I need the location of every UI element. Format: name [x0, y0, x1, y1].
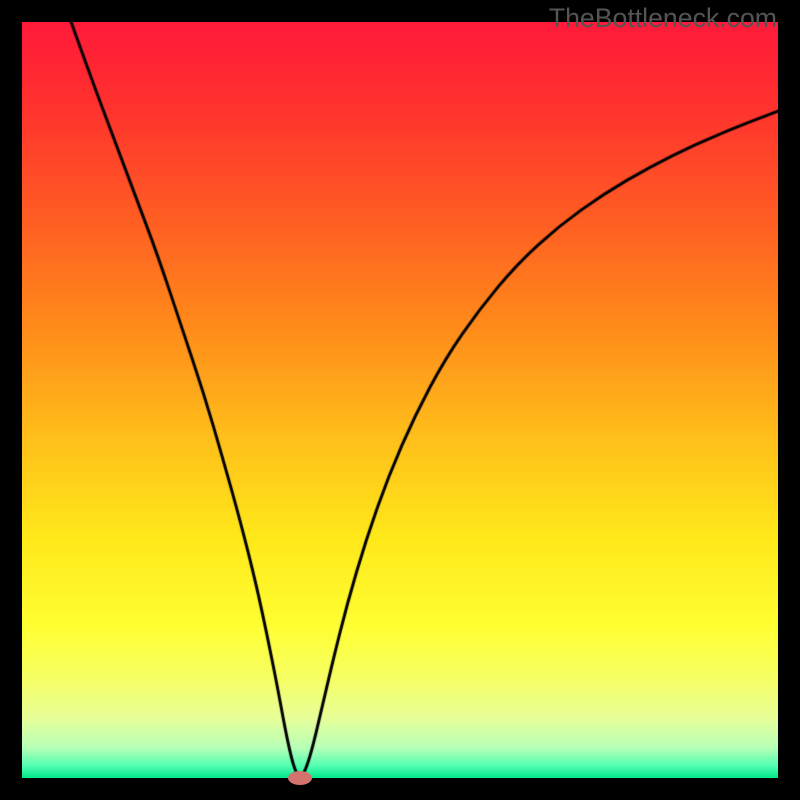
attribution-label: TheBottleneck.com — [549, 3, 777, 34]
optimum-marker — [288, 771, 312, 785]
chart-frame: TheBottleneck.com — [0, 0, 800, 800]
bottleneck-curve — [22, 22, 778, 778]
plot-area — [22, 22, 778, 778]
